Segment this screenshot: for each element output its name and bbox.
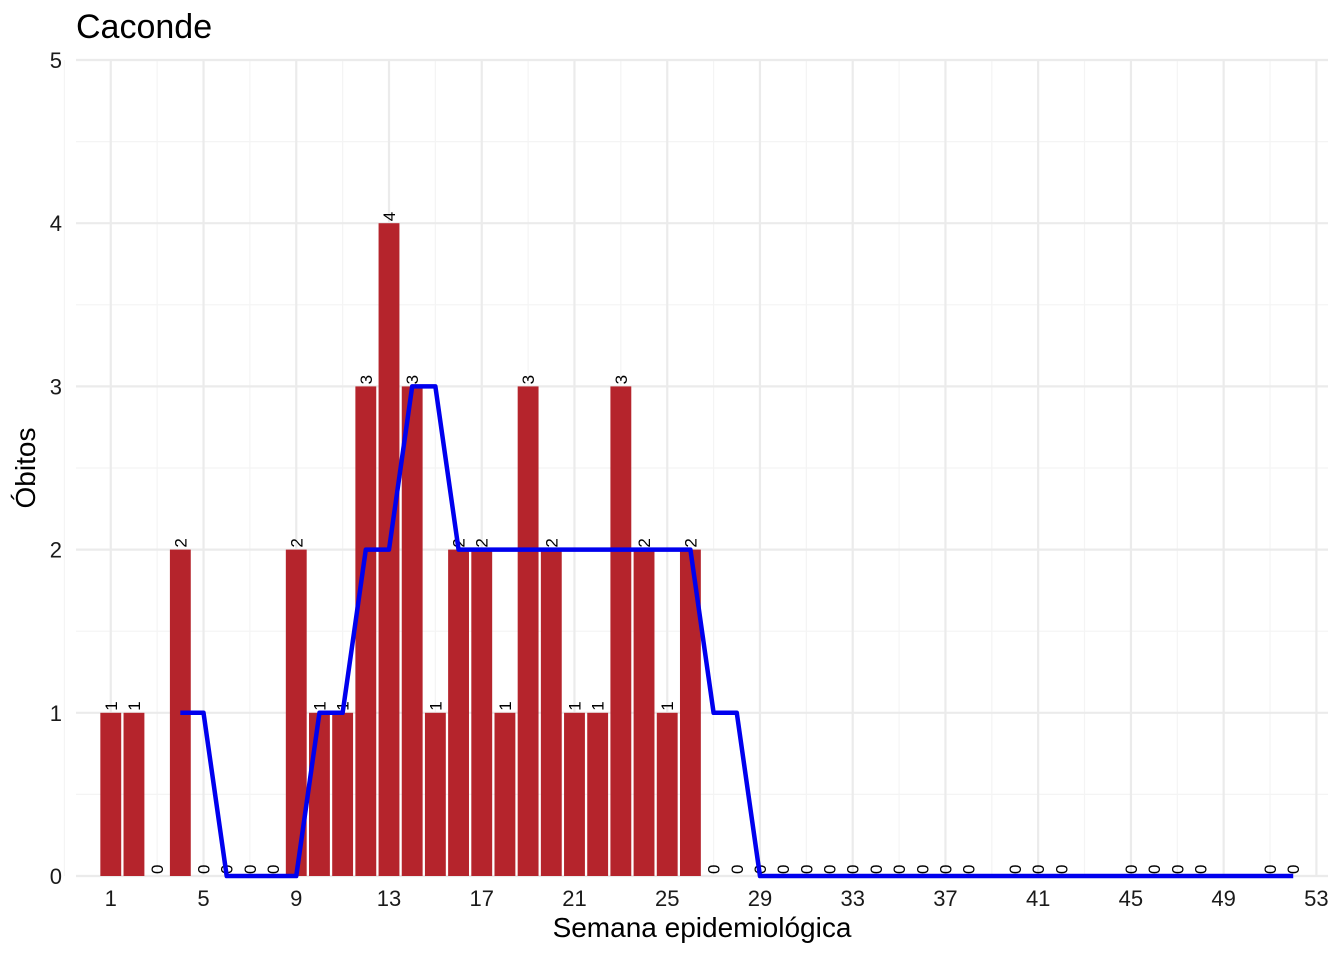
x-tick-label: 49: [1211, 886, 1235, 911]
bar: [656, 712, 678, 876]
bar: [517, 386, 539, 876]
bar: [540, 549, 562, 876]
bar: [494, 712, 516, 876]
bar: [424, 712, 446, 876]
bar-data-label: 0: [1006, 865, 1025, 874]
bar-data-label: 0: [1191, 865, 1210, 874]
bar-data-label: 0: [705, 865, 724, 874]
bar-data-label: 0: [821, 865, 840, 874]
bar-data-label: 1: [496, 701, 515, 710]
bar: [564, 712, 585, 876]
x-tick-label: 25: [655, 886, 679, 911]
bar-data-label: 0: [148, 865, 167, 874]
x-tick-label: 21: [562, 886, 586, 911]
bar: [401, 386, 423, 876]
bar-data-label: 2: [287, 538, 306, 547]
bar-data-label: 1: [125, 701, 144, 710]
bar-data-label: 2: [171, 538, 190, 547]
bar-data-label: 1: [310, 701, 329, 710]
bar-data-label: 1: [426, 701, 445, 710]
bar-data-label: 0: [1145, 865, 1164, 874]
bar-data-label: 0: [728, 865, 747, 874]
x-axis-ticks: 1 5 9 13 17 21 25 29 33 37 41 45 49 53: [105, 886, 1329, 911]
chart-title: Caconde: [76, 8, 213, 46]
bar: [123, 712, 145, 876]
bar-data-label: 2: [635, 538, 654, 547]
y-axis-ticks: 0 1 2 3 4 5: [50, 48, 62, 889]
bar: [587, 712, 609, 876]
bar-data-label: 0: [774, 865, 793, 874]
x-tick-label: 13: [377, 886, 401, 911]
bar: [633, 549, 655, 876]
bar-data-label: 0: [844, 865, 863, 874]
bar-data-label: 0: [1168, 865, 1187, 874]
bar-data-label: 3: [403, 375, 422, 384]
bar-data-label: 4: [380, 212, 399, 221]
bar-data-label: 0: [890, 865, 909, 874]
bars: [100, 223, 701, 876]
y-tick-label: 1: [50, 701, 62, 726]
bar-data-label: 1: [102, 701, 121, 710]
bar: [285, 549, 307, 876]
trend-line: [180, 384, 1294, 879]
y-tick-label: 2: [50, 538, 62, 563]
bar-data-label: 2: [542, 538, 561, 547]
y-tick-label: 3: [50, 374, 62, 399]
bar: [448, 549, 469, 876]
bar-data-label: 0: [867, 865, 886, 874]
bar-data-label: 0: [1052, 865, 1071, 874]
x-tick-label: 45: [1119, 886, 1143, 911]
bar-data-label: 0: [195, 865, 214, 874]
x-tick-label: 9: [290, 886, 302, 911]
x-tick-label: 53: [1304, 886, 1328, 911]
x-tick-label: 33: [840, 886, 864, 911]
bar-data-label: 0: [797, 865, 816, 874]
x-tick-label: 5: [197, 886, 209, 911]
bar-data-label: 0: [264, 865, 283, 874]
y-tick-label: 5: [50, 48, 62, 73]
bar-data-label: 0: [1122, 865, 1141, 874]
x-tick-label: 17: [469, 886, 493, 911]
trend-series-line: [180, 384, 1294, 879]
bar-data-label: 2: [681, 538, 700, 547]
bar: [610, 386, 632, 876]
bar-data-label: 0: [960, 865, 979, 874]
bar-data-label: 0: [1261, 865, 1280, 874]
bar: [332, 712, 354, 876]
bar: [355, 386, 377, 876]
bar: [679, 549, 701, 876]
bar: [309, 712, 330, 876]
bar-data-label: 3: [357, 375, 376, 384]
bar-data-label: 3: [612, 375, 631, 384]
bar-data-label: 0: [936, 865, 955, 874]
x-tick-label: 1: [105, 886, 117, 911]
x-tick-label: 41: [1026, 886, 1050, 911]
bar-data-label: 0: [1284, 865, 1303, 874]
bar: [100, 712, 122, 876]
bar-data-label: 1: [658, 701, 677, 710]
y-tick-label: 4: [50, 211, 62, 236]
x-tick-label: 37: [933, 886, 957, 911]
y-axis-label: Óbitos: [10, 427, 41, 509]
bar-data-label: 0: [1029, 865, 1048, 874]
x-tick-label: 29: [748, 886, 772, 911]
bar-data-label: 0: [913, 865, 932, 874]
bar-data-label: 3: [519, 375, 538, 384]
bar-data-label: 0: [241, 865, 260, 874]
x-axis-label: Semana epidemiológica: [552, 912, 852, 943]
bar-data-label: 1: [589, 701, 608, 710]
y-tick-label: 0: [50, 864, 62, 889]
bar-data-label: 1: [565, 701, 584, 710]
bar-data-label: 2: [473, 538, 492, 547]
bar: [471, 549, 493, 876]
